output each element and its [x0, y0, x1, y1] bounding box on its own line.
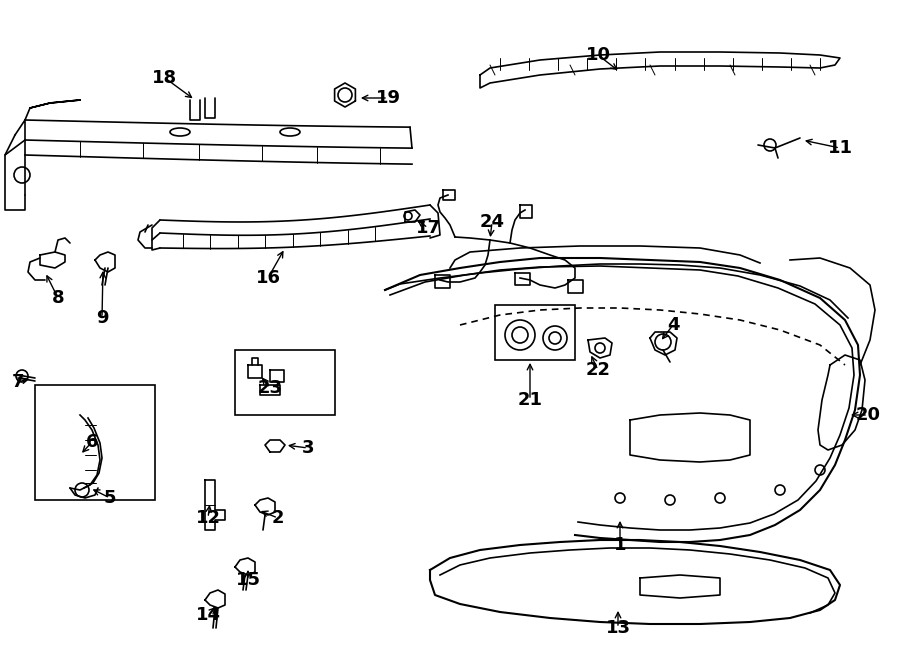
Text: 7: 7	[12, 373, 24, 391]
Text: 18: 18	[152, 69, 177, 87]
Text: 21: 21	[518, 391, 543, 409]
Text: 23: 23	[257, 379, 283, 397]
Text: 4: 4	[667, 316, 680, 334]
Text: 9: 9	[95, 309, 108, 327]
Text: 19: 19	[375, 89, 401, 107]
Text: 13: 13	[606, 619, 631, 637]
Text: 5: 5	[104, 489, 116, 507]
Text: 14: 14	[195, 606, 220, 624]
Text: 16: 16	[256, 269, 281, 287]
Text: 20: 20	[856, 406, 880, 424]
Text: 17: 17	[416, 219, 440, 237]
Text: 22: 22	[586, 361, 610, 379]
Bar	[495, 305, 575, 360]
Text: 11: 11	[827, 139, 852, 157]
Text: 6: 6	[86, 433, 98, 451]
Text: 3: 3	[302, 439, 314, 457]
Text: 10: 10	[586, 46, 610, 64]
Text: 24: 24	[480, 213, 505, 231]
Text: 8: 8	[51, 289, 64, 307]
Text: 12: 12	[195, 509, 220, 527]
Text: 1: 1	[614, 536, 626, 554]
Bar	[235, 350, 335, 415]
Text: 2: 2	[272, 509, 284, 527]
Bar	[35, 385, 155, 500]
Text: 15: 15	[236, 571, 260, 589]
